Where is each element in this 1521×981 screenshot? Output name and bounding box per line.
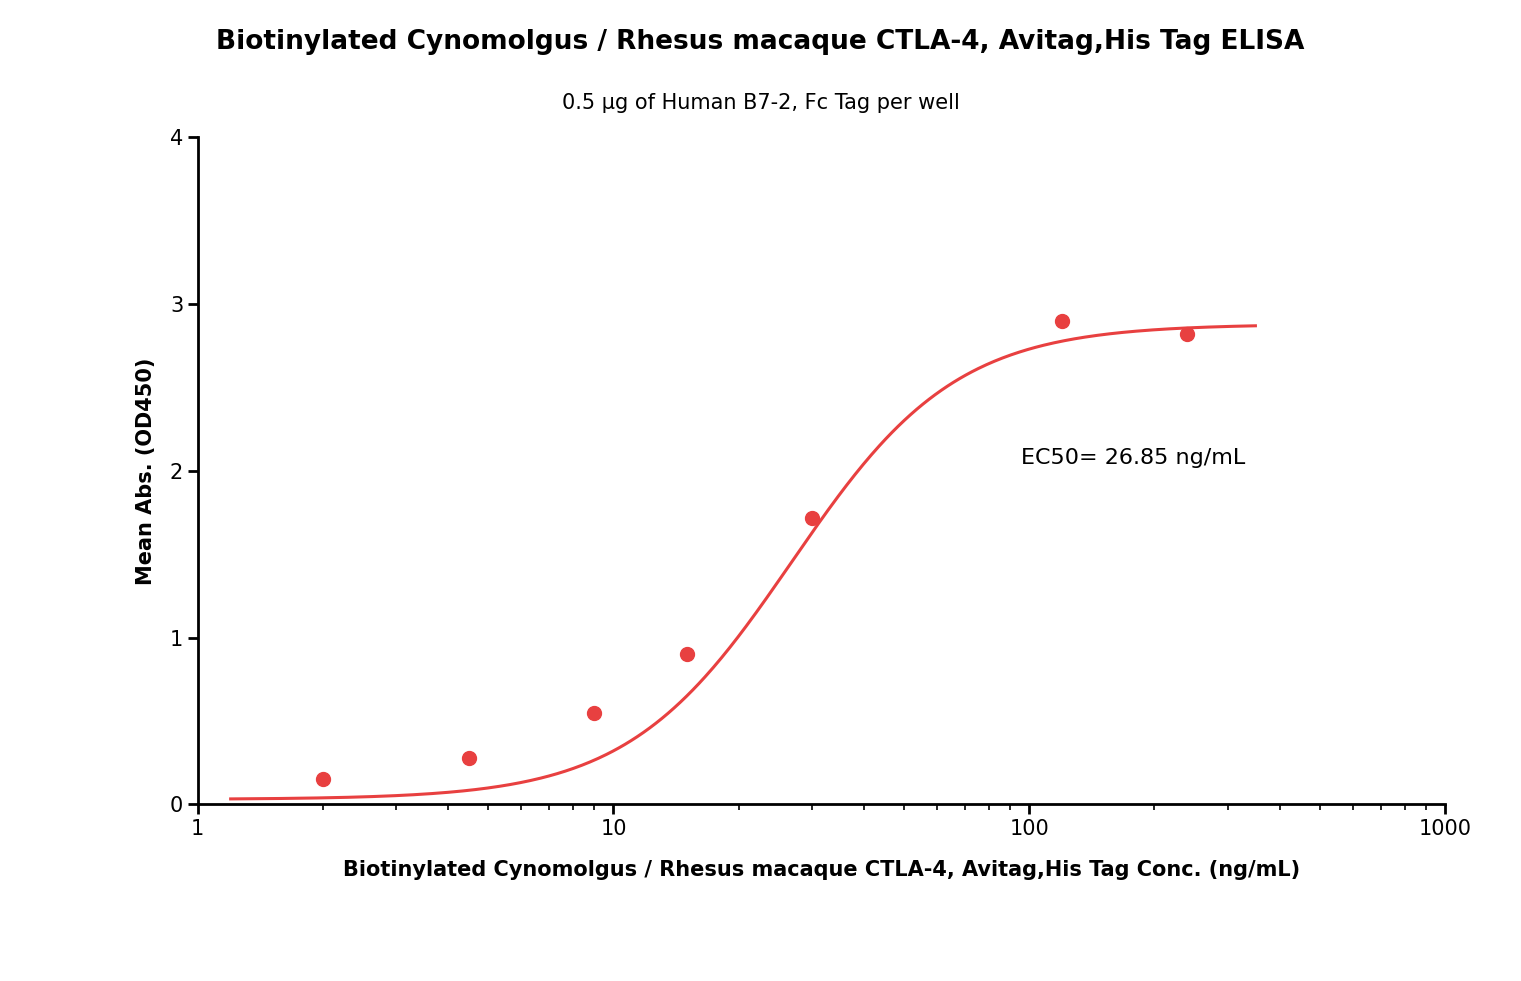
Point (800, 510, 824, 526)
X-axis label: Biotinylated Cynomolgus / Rhesus macaque CTLA-4, Avitag,His Tag Conc. (ng/mL): Biotinylated Cynomolgus / Rhesus macaque… (342, 859, 1300, 880)
Text: Biotinylated Cynomolgus / Rhesus macaque CTLA-4, Avitag,His Tag ELISA: Biotinylated Cynomolgus / Rhesus macaque… (216, 29, 1305, 56)
Point (1049, 313, 1074, 329)
Y-axis label: Mean Abs. (OD450): Mean Abs. (OD450) (135, 357, 157, 585)
Point (674, 646, 698, 662)
Point (310, 771, 335, 787)
Text: 0.5 μg of Human B7-2, Fc Tag per well: 0.5 μg of Human B7-2, Fc Tag per well (561, 93, 960, 113)
Point (583, 704, 607, 720)
Point (458, 749, 482, 765)
Text: EC50= 26.85 ng/mL: EC50= 26.85 ng/mL (1021, 447, 1246, 468)
Point (1176, 327, 1200, 342)
